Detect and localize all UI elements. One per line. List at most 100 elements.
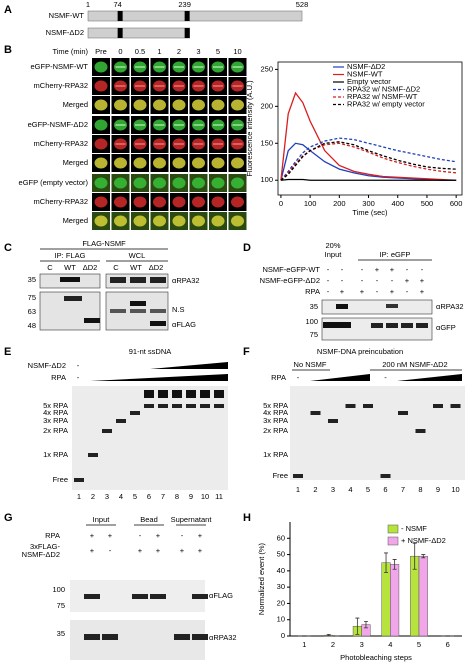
nucleus	[231, 99, 244, 111]
nucleus	[211, 177, 225, 189]
x-tick-label: 1	[302, 640, 306, 649]
sign: +	[375, 265, 380, 274]
lane-label: WT	[64, 263, 76, 272]
sign: -	[327, 287, 330, 296]
row-label: Merged	[63, 100, 88, 109]
sign: +	[420, 276, 425, 285]
band	[363, 404, 373, 408]
time-label: 1	[157, 47, 161, 56]
sign: +	[340, 287, 345, 296]
lane-number: 4	[348, 485, 352, 494]
position-label: 74	[113, 0, 121, 9]
sign: +	[390, 265, 395, 274]
row-label: mCherry-RPA32	[34, 197, 88, 206]
band-label: Free	[53, 475, 68, 484]
position-label: 528	[296, 0, 309, 9]
y-tick-label: 250	[260, 64, 273, 73]
row-label: NSMF-eGFP-WT	[263, 265, 321, 274]
gel-title: 91-nt ssDNA	[129, 347, 172, 356]
band	[110, 277, 126, 283]
nucleus	[192, 215, 205, 227]
series-line	[280, 142, 457, 181]
nucleus	[114, 196, 127, 208]
sign: -	[139, 531, 142, 540]
row-label: 3xFLAG-	[30, 542, 61, 551]
nucleus	[172, 215, 186, 227]
blot-group: WCL	[129, 251, 146, 260]
band	[433, 404, 443, 408]
y-tick-label: 100	[260, 175, 273, 184]
panel-label: C	[4, 242, 12, 254]
nucleus	[94, 61, 108, 73]
domain-bar	[87, 10, 303, 22]
row-label: RPA	[45, 531, 60, 540]
construct-label: NSMF-ΔD2	[46, 28, 84, 37]
nucleus	[114, 177, 127, 189]
band	[192, 594, 208, 599]
x-tick-label: 6	[446, 640, 450, 649]
construct-label: NSMF-WT	[49, 11, 85, 20]
lane-number: 1	[77, 492, 81, 501]
legend-swatch	[387, 536, 399, 546]
band	[150, 321, 166, 326]
lane-number: 1	[296, 485, 300, 494]
mw-label: 75	[310, 330, 318, 339]
time-label: 0	[118, 47, 122, 56]
y-axis-label: Normalized event (%)	[257, 542, 266, 615]
antibody-label: αGFP	[436, 323, 456, 332]
band	[415, 429, 426, 433]
row-label: Merged	[63, 158, 88, 167]
nucleus	[94, 177, 108, 189]
band-label: 3x RPA	[43, 416, 68, 425]
band	[293, 474, 303, 478]
x-tick-label: 600	[450, 199, 463, 208]
lane-number: 3	[331, 485, 335, 494]
sign: -	[406, 265, 409, 274]
band	[401, 323, 413, 328]
row-label: NSMF-ΔD2	[22, 550, 60, 559]
band-label: Free	[273, 471, 288, 480]
band-label: 1x RPA	[43, 450, 68, 459]
panel-label: A	[4, 4, 12, 16]
sign: +	[420, 287, 425, 296]
sign: -	[406, 287, 409, 296]
band-label: 5x RPA	[43, 401, 68, 410]
sign: -	[77, 373, 80, 382]
panel-label: G	[4, 512, 13, 524]
legend-label: RPA32 w/ NSMF-ΔD2	[347, 84, 420, 93]
nucleus	[153, 215, 166, 227]
band	[323, 322, 351, 328]
group-label: Input	[93, 515, 111, 524]
band	[144, 404, 154, 408]
band	[130, 301, 146, 306]
band	[84, 318, 100, 323]
antibody-label: αRPA32	[172, 276, 200, 285]
band	[174, 634, 190, 640]
lane-label: ΔD2	[149, 263, 164, 272]
lane-number: 8	[418, 485, 422, 494]
band	[102, 429, 112, 433]
band	[186, 390, 196, 398]
input-label: 20%	[325, 241, 340, 250]
row-label: NSMF-eGFP-ΔD2	[260, 276, 320, 285]
band-label: 4x RPA	[263, 408, 288, 417]
nucleus	[231, 157, 244, 169]
band	[144, 390, 154, 398]
sign: -	[361, 265, 364, 274]
lane-label: WT	[130, 263, 142, 272]
y-tick-label: 60	[277, 533, 285, 542]
lane-number: 2	[313, 485, 317, 494]
band	[158, 404, 168, 408]
mw-label: 100	[52, 585, 65, 594]
time-label: 2	[177, 47, 181, 56]
nucleus	[94, 80, 108, 92]
series-line	[280, 178, 457, 181]
band-label: 2x RPA	[263, 426, 288, 435]
lane-number: 7	[161, 492, 165, 501]
bar	[418, 555, 428, 637]
time-label: 0.5	[135, 47, 145, 56]
sign: +	[360, 287, 365, 296]
sign: +	[108, 531, 113, 540]
band	[200, 404, 210, 408]
